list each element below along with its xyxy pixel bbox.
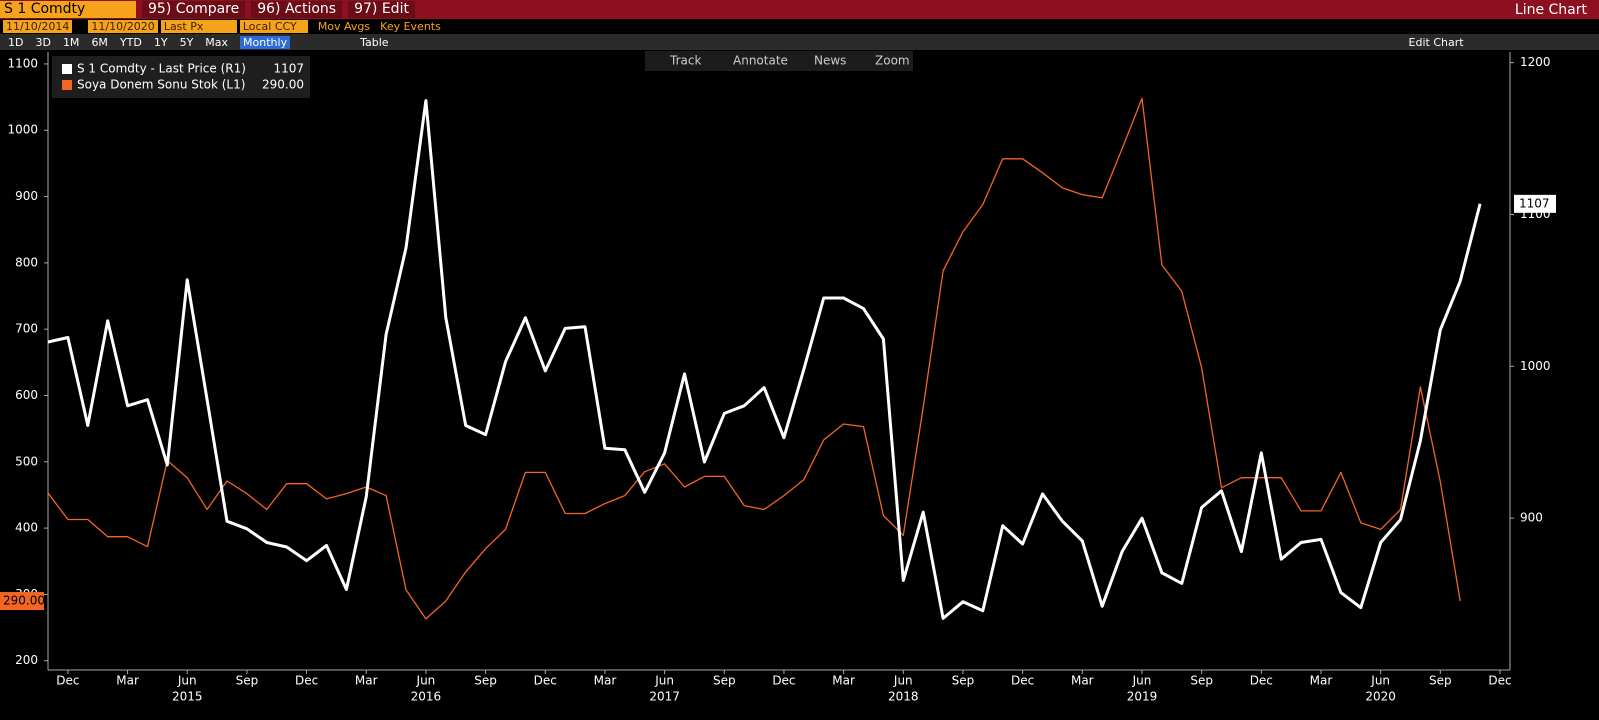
y-tick-label: 400 bbox=[15, 521, 38, 535]
legend-swatch bbox=[62, 80, 72, 90]
x-tick-label: Jun bbox=[654, 674, 674, 688]
chart: TrackAnnotateNewsZoom2003004005006007008… bbox=[0, 51, 1556, 704]
start-date[interactable]: 11/10/2014 bbox=[3, 20, 73, 33]
period-button[interactable]: 1Y bbox=[153, 35, 168, 49]
x-year-label: 2017 bbox=[649, 690, 680, 704]
legend-bg bbox=[52, 56, 310, 98]
period-button[interactable]: Max bbox=[205, 35, 229, 49]
title-bar: S 1 Comdty 95) Compare 96) Actions 97) E… bbox=[0, 0, 1599, 19]
legend: S 1 Comdty - Last Price (R1) 1107 Soya Don… bbox=[52, 56, 310, 98]
last-value-tag bbox=[0, 592, 44, 611]
x-tick-label: Sep bbox=[1429, 674, 1452, 688]
period-button[interactable]: YTD bbox=[119, 35, 142, 49]
x-tick-label: Mar bbox=[832, 674, 855, 688]
tool-button[interactable]: News bbox=[814, 54, 846, 68]
edit-button[interactable]: 97) Edit bbox=[348, 1, 415, 18]
legend-value: 1107 bbox=[273, 62, 304, 76]
legend-value: 290.00 bbox=[262, 78, 304, 92]
end-date[interactable]: 11/10/2020 bbox=[88, 20, 158, 33]
y2-tick-label: 900 bbox=[1520, 511, 1543, 525]
x-year-label: 2015 bbox=[172, 690, 203, 704]
x-tick-label: Dec bbox=[1250, 674, 1273, 688]
x-tick-label: Jun bbox=[1370, 674, 1390, 688]
x-year-label: 2018 bbox=[888, 690, 919, 704]
compare-button[interactable]: 95) Compare bbox=[142, 1, 246, 18]
y2-tick-label: 1000 bbox=[1520, 359, 1551, 373]
y-tick-label: 1100 bbox=[7, 56, 38, 70]
period-bar: 1D 3D 1M 6M YTD 1Y 5Y Max Monthly Table Edit Ch… bbox=[0, 34, 1599, 50]
last-value-label: 290.00 bbox=[3, 594, 45, 608]
x-tick-label: Sep bbox=[952, 674, 975, 688]
x-tick-label: Sep bbox=[236, 674, 259, 688]
tools-bg bbox=[645, 51, 913, 71]
chart-tools: Track Annotate News Zoom bbox=[645, 51, 913, 71]
edit-chart[interactable]: Edit Chart bbox=[1408, 35, 1464, 49]
x-tick-label: Jun bbox=[416, 674, 436, 688]
ticker[interactable]: S 1 Comdty bbox=[0, 1, 136, 18]
y2-tick-label: 1200 bbox=[1520, 55, 1551, 69]
x-tick-label: Sep bbox=[713, 674, 736, 688]
actions-button[interactable]: 96) Actions bbox=[251, 1, 343, 18]
y-tick-label: 200 bbox=[15, 653, 38, 667]
x-tick-label: Mar bbox=[116, 674, 139, 688]
y-tick-label: 500 bbox=[15, 454, 38, 468]
view-title: Line Chart bbox=[1514, 1, 1587, 18]
x-tick-label: Jun bbox=[177, 674, 197, 688]
legend-label: S 1 Comdty - Last Price (R1) bbox=[77, 62, 246, 76]
key-events[interactable]: Key Events bbox=[380, 20, 441, 33]
x-tick-label: Mar bbox=[1310, 674, 1333, 688]
last-value-tag bbox=[1514, 194, 1556, 213]
period-button[interactable]: 1M bbox=[62, 35, 80, 49]
x-tick-label: Dec bbox=[772, 674, 795, 688]
y-tick-label: 1000 bbox=[7, 123, 38, 137]
x-tick-label: Dec bbox=[1488, 674, 1511, 688]
x-year-label: 2020 bbox=[1365, 690, 1396, 704]
legend-swatch bbox=[62, 64, 72, 74]
x-tick-label: Dec bbox=[56, 674, 79, 688]
tool-button[interactable]: Zoom bbox=[875, 54, 910, 68]
y-tick-label: 600 bbox=[15, 388, 38, 402]
mov-avgs[interactable]: Mov Avgs bbox=[317, 20, 371, 33]
x-tick-label: Dec bbox=[295, 674, 318, 688]
frequency[interactable]: Monthly bbox=[240, 35, 291, 49]
x-tick-label: Jun bbox=[1132, 674, 1152, 688]
x-tick-label: Mar bbox=[1071, 674, 1094, 688]
field[interactable]: Last Px bbox=[160, 20, 237, 33]
series-line bbox=[47, 99, 1482, 620]
series-line bbox=[47, 97, 1461, 620]
x-tick-label: Mar bbox=[355, 674, 378, 688]
periods: 1D 3D 1M 6M YTD 1Y 5Y Max bbox=[0, 36, 228, 49]
last-value-label: 1107 bbox=[1519, 196, 1550, 210]
tool-button[interactable]: Track bbox=[669, 54, 701, 68]
x-tick-label: Dec bbox=[1011, 674, 1034, 688]
currency[interactable]: Local CCY bbox=[239, 20, 308, 33]
x-tick-label: Sep bbox=[474, 674, 497, 688]
legend-label: Soya Donem Sonu Stok (L1) bbox=[77, 78, 245, 92]
tool-button[interactable]: Annotate bbox=[733, 54, 788, 68]
x-tick-label: Dec bbox=[534, 674, 557, 688]
x-tick-label: Mar bbox=[594, 674, 617, 688]
period-button[interactable]: 3D bbox=[35, 35, 51, 49]
period-button[interactable]: 6M bbox=[91, 35, 108, 49]
x-tick-label: Sep bbox=[1190, 674, 1213, 688]
period-button[interactable]: 1D bbox=[8, 35, 24, 49]
x-tick-label: Jun bbox=[893, 674, 913, 688]
x-year-label: 2019 bbox=[1127, 690, 1158, 704]
table-button[interactable]: Table bbox=[360, 35, 389, 49]
period-button[interactable]: 5Y bbox=[179, 35, 194, 49]
y-tick-label: 800 bbox=[15, 255, 38, 269]
settings-bar: 11/10/2014 11/10/2020 Last Px Local CCY … bbox=[0, 19, 1599, 34]
x-year-label: 2016 bbox=[411, 690, 442, 704]
y-tick-label: 900 bbox=[15, 189, 38, 203]
y-tick-label: 700 bbox=[15, 322, 38, 336]
